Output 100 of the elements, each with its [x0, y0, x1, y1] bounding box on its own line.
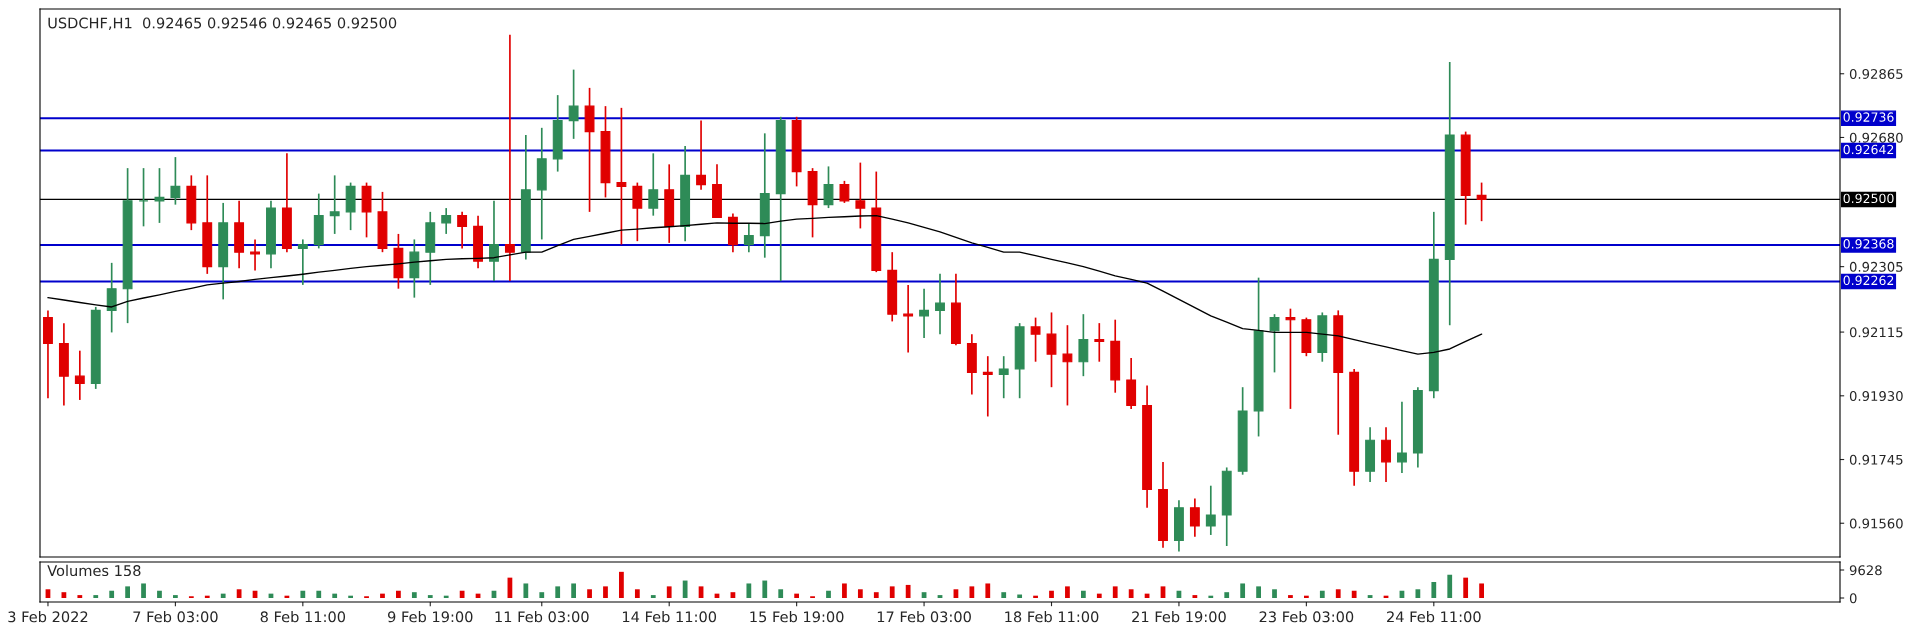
bar [762, 580, 768, 598]
x-tick-label: 3 Feb 2022 [8, 611, 88, 623]
x-tick-label: 15 Feb 19:00 [750, 611, 844, 623]
x-tick-label: 23 Feb 03:00 [1259, 611, 1354, 623]
bar [1463, 577, 1469, 598]
bar [380, 593, 385, 598]
bar [1335, 589, 1341, 598]
candlestick [648, 152, 659, 217]
bar [905, 584, 911, 598]
bar [1065, 586, 1070, 598]
bar [1431, 582, 1437, 598]
candlestick [1062, 324, 1073, 407]
candlestick [632, 181, 643, 242]
chart-title: Volumes 158 [47, 564, 141, 577]
candlestick [935, 273, 945, 335]
candlestick [138, 167, 149, 228]
candlestick [568, 68, 579, 140]
candlestick [1046, 311, 1057, 389]
candlestick [504, 33, 515, 282]
candlestick [855, 161, 866, 230]
candlestick [998, 355, 1009, 400]
candlestick [1476, 181, 1487, 223]
bar [634, 589, 640, 598]
bar [778, 589, 784, 598]
x-tick-label: 9 Feb 19:00 [387, 611, 473, 623]
candlestick [106, 262, 117, 334]
y-tick-label: 0.91745 [1849, 454, 1903, 465]
bar [348, 595, 354, 598]
bar [443, 595, 449, 598]
bar [523, 583, 529, 598]
bar [1001, 592, 1007, 598]
bar [332, 593, 338, 598]
bar [236, 589, 242, 598]
bar [571, 583, 577, 598]
y-tick-label: 0.92115 [1849, 327, 1903, 338]
candlestick [441, 207, 452, 235]
bar [173, 595, 178, 598]
bar [109, 590, 115, 598]
candlestick [1381, 426, 1391, 483]
bar [220, 593, 226, 598]
bar [842, 583, 847, 598]
bar [1112, 586, 1118, 598]
bar [1288, 595, 1293, 598]
bar [1049, 590, 1054, 598]
bar [826, 590, 831, 598]
candlestick [297, 238, 308, 286]
bar [316, 590, 322, 598]
bar [1096, 593, 1102, 598]
candlestick [170, 156, 181, 206]
x-tick-label: 17 Feb 03:00 [877, 611, 971, 623]
bar [666, 586, 672, 598]
x-tick-label: 11 Feb 03:00 [495, 611, 589, 623]
bar [1208, 595, 1214, 598]
candlestick [1078, 313, 1089, 378]
ref-line-label: 0.92642 [1843, 144, 1894, 155]
candlestick [839, 180, 850, 204]
bar [411, 592, 417, 598]
text: USDCHF,H1 0.92465 0.92546 0.92465 0.92500 [48, 17, 397, 30]
ref-line-label: 0.92368 [1843, 239, 1894, 249]
candlestick [154, 167, 165, 224]
bar [889, 586, 895, 598]
candlestick [1094, 322, 1105, 363]
bar [619, 571, 624, 598]
candlestick [1030, 316, 1041, 363]
bar [873, 592, 879, 598]
bar [682, 580, 688, 598]
bar [794, 593, 800, 598]
y-tick-label: 0 [1849, 593, 1857, 604]
line-series [47, 214, 1483, 355]
candlestick [1269, 313, 1280, 374]
bar [459, 590, 465, 598]
bar [396, 590, 401, 598]
y-tick-label: 0.92865 [1849, 68, 1903, 79]
bar [746, 583, 752, 598]
candlestick [250, 238, 260, 272]
bar [1351, 590, 1357, 598]
bar [1447, 574, 1453, 598]
x-tick-label: 14 Feb 11:00 [622, 611, 717, 623]
bar [204, 595, 210, 598]
bar [157, 590, 162, 598]
x-tick-label: 24 Feb 11:00 [1387, 611, 1481, 623]
bar [539, 592, 545, 598]
bar [1224, 592, 1230, 598]
candlestick [329, 174, 340, 235]
bar [1240, 583, 1246, 598]
ref-line-label: 0.92500 [1843, 193, 1894, 204]
bar [93, 595, 99, 598]
y-tick-label: 0.91930 [1849, 391, 1903, 401]
x-tick-label: 8 Feb 11:00 [260, 611, 346, 623]
candlestick [616, 107, 627, 246]
bar [1080, 590, 1086, 598]
x-tick-label: 7 Feb 03:00 [133, 611, 218, 623]
candlestick [74, 349, 85, 401]
bar [650, 595, 656, 598]
x-tick-label: 18 Feb 11:00 [1005, 611, 1099, 623]
candlestick [743, 222, 754, 254]
candlestick [1397, 400, 1407, 474]
ref-line-label: 0.92736 [1843, 112, 1894, 122]
bar [985, 583, 991, 598]
bar [77, 595, 83, 598]
